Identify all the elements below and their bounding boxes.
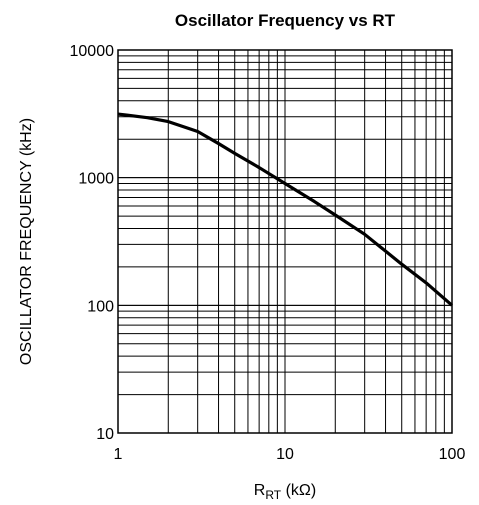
x-axis-label: RRT (kΩ) [254,482,316,502]
y-tick-label: 100 [87,298,114,315]
x-axis-label-unit: (kΩ) [281,482,316,499]
x-tick-label: 100 [439,446,466,463]
y-tick-label: 1000 [78,171,114,188]
plot-frame [117,49,453,434]
chart-title: Oscillator Frequency vs RT [175,11,396,30]
y-axis-label: OSCILLATOR FREQUENCY (kHz) [18,118,35,365]
x-axis-label-subscript: RT [265,488,281,502]
x-tick-label: 10 [276,446,294,463]
x-axis-label-main: R [254,482,266,499]
y-tick-label: 10000 [70,43,115,60]
series-line [117,112,454,307]
grid [117,49,453,434]
y-tick-label: 10 [96,426,114,443]
x-tick-label: 1 [114,446,123,463]
series-layer [117,112,454,307]
